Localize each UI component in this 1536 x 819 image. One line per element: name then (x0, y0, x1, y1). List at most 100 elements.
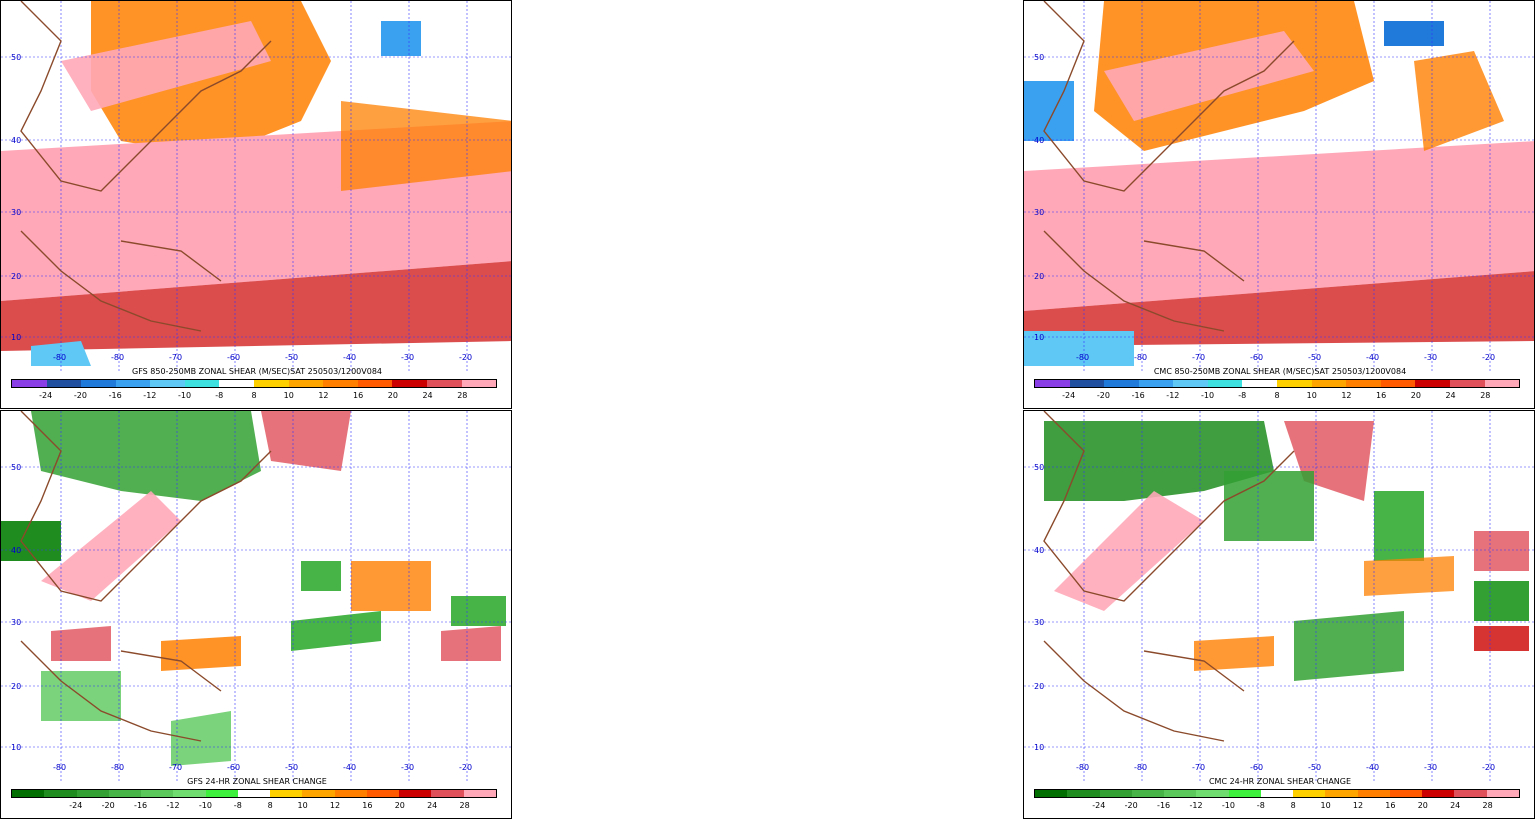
grid (1024, 411, 1534, 781)
grid (1024, 1, 1534, 371)
colorbar-swatch (461, 380, 497, 387)
gfs-shear-panel: 50 40 30 20 10 -80 -80 -70 -60 -50 -40 -… (0, 0, 512, 409)
colorbar-label: -8 (215, 391, 224, 400)
lon-label: -20 (1482, 763, 1496, 772)
colorbar-swatch (81, 380, 116, 387)
colorbar (1034, 789, 1520, 798)
colorbar-swatch (288, 380, 324, 387)
colorbar-swatch (1067, 790, 1100, 797)
colorbar-swatch (323, 380, 358, 387)
lon-label: -30 (401, 353, 415, 362)
colorbar-swatch (1357, 790, 1390, 797)
colorbar-label: 20 (1410, 391, 1421, 400)
colorbar-swatch (1277, 380, 1312, 387)
colorbar-label: -10 (1221, 801, 1235, 810)
colorbar-swatch (1454, 790, 1487, 797)
lon-label: -80 (53, 763, 67, 772)
lat-label: 20 (1034, 682, 1045, 691)
lon-label: -20 (459, 763, 473, 772)
lon-label: -60 (1250, 353, 1264, 362)
colorbar-swatch (184, 380, 220, 387)
colorbar-label: 20 (1417, 801, 1428, 810)
colorbar-label: 16 (353, 391, 364, 400)
lon-label: -50 (1308, 353, 1322, 362)
lon-label: -80 (1076, 353, 1090, 362)
lat-label: 40 (1034, 136, 1045, 145)
colorbar-label: -24 (1062, 391, 1076, 400)
colorbar-swatch (1380, 380, 1416, 387)
coastline (20, 411, 272, 742)
colorbar-swatch (1311, 380, 1347, 387)
colorbar-label: -24 (69, 801, 83, 810)
colorbar-swatch (426, 380, 462, 387)
colorbar-label: 28 (459, 801, 470, 810)
lon-label: -30 (401, 763, 415, 772)
coastline (20, 1, 272, 332)
colorbar-label: 8 (267, 801, 273, 810)
colorbar-label: 8 (1274, 391, 1280, 400)
colorbar-label: -16 (108, 391, 122, 400)
colorbar-labels: -24 -20 -16 -12 -10 -8 8 10 12 16 20 24 28 (11, 391, 497, 403)
colorbar-swatch (1293, 790, 1326, 797)
colorbar-label: 12 (329, 801, 341, 810)
colorbar-swatch (270, 790, 303, 797)
colorbar-label: -8 (233, 801, 242, 810)
colorbar-swatch (12, 380, 47, 387)
lon-label: -80 (1134, 353, 1148, 362)
lon-label: -50 (285, 763, 299, 772)
shear-fill (1024, 1, 1534, 366)
lon-label: -20 (459, 353, 473, 362)
coastline (1043, 1, 1295, 332)
gfs-shear-map (1, 1, 511, 371)
colorbar-label: 12 (1341, 391, 1352, 400)
shear-fill (1, 1, 511, 366)
lon-label: -20 (1482, 353, 1496, 362)
lat-label: 20 (11, 682, 22, 691)
colorbar-swatch (173, 790, 206, 797)
lon-label: -80 (1076, 763, 1090, 772)
lon-label: -60 (227, 763, 241, 772)
colorbar-label: 10 (1320, 801, 1331, 810)
lat-label: 40 (1034, 546, 1045, 555)
colorbar-swatch (46, 380, 82, 387)
colorbar-swatch (1325, 790, 1358, 797)
lon-label: -50 (285, 353, 299, 362)
colorbar-label: 20 (387, 391, 398, 400)
colorbar-label: 8 (1290, 801, 1296, 810)
colorbar-label: -12 (166, 801, 180, 810)
colorbar-label: -10 (198, 801, 212, 810)
panel-caption: GFS 24-HR ZONAL SHEAR CHANGE (187, 777, 327, 786)
colorbar-label: 16 (1376, 391, 1387, 400)
colorbar-swatch (219, 380, 255, 387)
colorbar-label: 28 (1482, 801, 1493, 810)
colorbar-swatch (399, 790, 432, 797)
colorbar-swatch (115, 380, 151, 387)
lon-label: -50 (1308, 763, 1322, 772)
colorbar-label: 24 (1445, 391, 1456, 400)
lon-label: -70 (1192, 763, 1206, 772)
colorbar-label: -10 (1201, 391, 1215, 400)
colorbar-label: 10 (283, 391, 294, 400)
lon-label: -40 (1366, 353, 1380, 362)
colorbar-swatch (1104, 380, 1139, 387)
colorbar-swatch (1069, 380, 1105, 387)
colorbar-label: 10 (1306, 391, 1317, 400)
colorbar-swatch (1196, 790, 1229, 797)
colorbar-label: -20 (73, 391, 87, 400)
lat-label: 10 (11, 743, 22, 752)
colorbar-swatch (1207, 380, 1243, 387)
colorbar-label: -20 (1124, 801, 1138, 810)
lat-label: 10 (1034, 333, 1045, 342)
change-fill (1044, 421, 1529, 681)
colorbar-swatch (366, 790, 400, 797)
colorbar-swatch (1242, 380, 1278, 387)
colorbar-swatch (44, 790, 77, 797)
lon-label: -70 (1192, 353, 1206, 362)
lat-label: 40 (11, 136, 22, 145)
colorbar-swatch (1260, 790, 1294, 797)
colorbar-label: -12 (143, 391, 157, 400)
lat-label: 30 (11, 618, 22, 627)
lon-label: -60 (1250, 763, 1264, 772)
colorbar-swatch (1035, 380, 1070, 387)
lat-label: 20 (1034, 272, 1045, 281)
